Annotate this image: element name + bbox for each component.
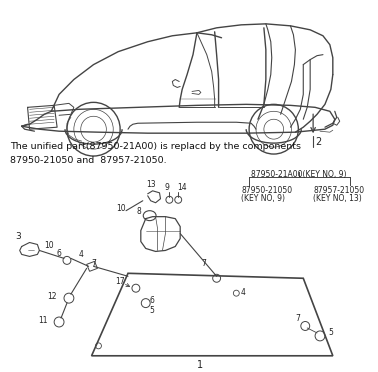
Text: 1: 1: [197, 360, 203, 370]
Text: 14: 14: [177, 183, 187, 192]
Text: 7: 7: [91, 259, 96, 268]
Text: 12: 12: [48, 292, 57, 301]
Text: 8: 8: [136, 207, 141, 216]
Text: 13: 13: [146, 180, 155, 189]
Text: (KEY NO, 13): (KEY NO, 13): [313, 194, 362, 203]
Text: (KEY NO, 9): (KEY NO, 9): [241, 194, 285, 203]
Text: 7: 7: [296, 314, 300, 323]
Text: 4: 4: [240, 288, 245, 297]
Text: 87950-21A00(KEY NO, 9): 87950-21A00(KEY NO, 9): [251, 170, 347, 179]
Text: 6: 6: [150, 296, 155, 305]
Text: 5: 5: [328, 328, 333, 337]
Text: 7: 7: [201, 259, 206, 268]
Text: 5: 5: [150, 306, 155, 315]
Text: 10: 10: [116, 204, 126, 213]
Text: 6: 6: [56, 249, 61, 258]
Text: 10: 10: [45, 241, 54, 250]
Text: 3: 3: [15, 231, 20, 241]
Text: 2: 2: [315, 137, 321, 147]
Text: 87957-21050: 87957-21050: [313, 186, 364, 195]
Text: 4: 4: [78, 250, 83, 259]
Text: The unified part(87950-21A00) is replacd by the components: The unified part(87950-21A00) is replacd…: [10, 142, 301, 151]
Text: 87950-21050 and  87957-21050.: 87950-21050 and 87957-21050.: [10, 156, 166, 165]
Text: 9: 9: [165, 183, 170, 192]
Text: 17: 17: [115, 277, 125, 286]
Text: 11: 11: [38, 315, 47, 324]
Text: 87950-21050: 87950-21050: [241, 186, 292, 195]
